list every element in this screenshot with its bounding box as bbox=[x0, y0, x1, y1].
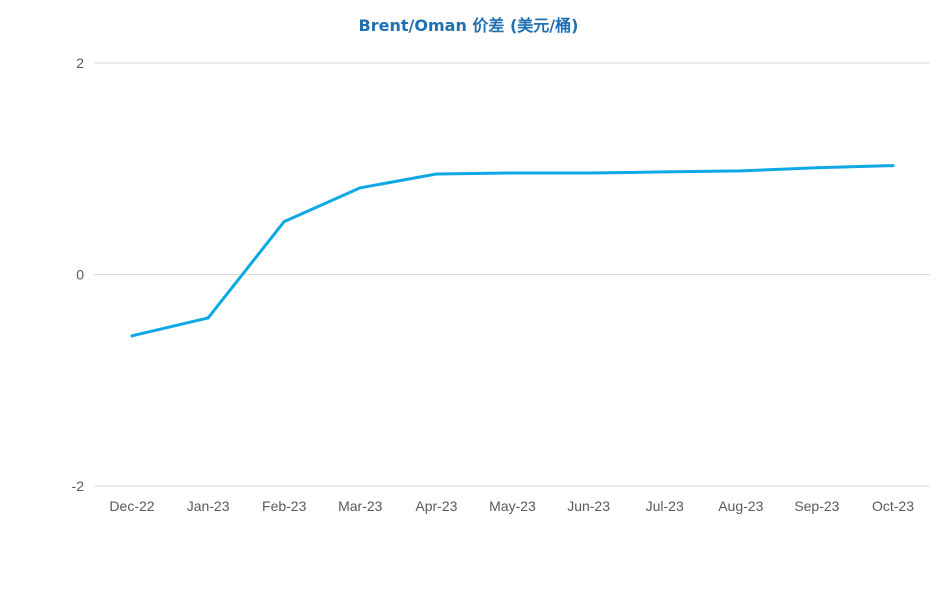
data-point bbox=[587, 171, 591, 175]
x-tick-label: Mar-23 bbox=[338, 498, 383, 514]
x-tick-label: Sep-23 bbox=[794, 498, 839, 514]
y-tick-label: -2 bbox=[72, 478, 85, 494]
data-point bbox=[739, 169, 743, 173]
y-tick-label: 0 bbox=[76, 267, 84, 283]
data-point bbox=[891, 164, 895, 168]
y-tick-label: 2 bbox=[76, 55, 84, 71]
series-line bbox=[130, 164, 895, 338]
x-tick-label: Jan-23 bbox=[187, 498, 230, 514]
data-point bbox=[434, 172, 438, 176]
x-tick-label: Aug-23 bbox=[718, 498, 763, 514]
chart-title: Brent/Oman 价差 (美元/桶) bbox=[358, 16, 579, 35]
data-point bbox=[815, 166, 819, 170]
data-point bbox=[130, 334, 134, 338]
x-tick-label: Jun-23 bbox=[567, 498, 610, 514]
x-tick-label: Feb-23 bbox=[262, 498, 307, 514]
x-tick-label: May-23 bbox=[489, 498, 536, 514]
data-point bbox=[358, 186, 362, 190]
data-point bbox=[282, 220, 286, 224]
x-tick-label: Jul-23 bbox=[646, 498, 684, 514]
x-tick-label: Apr-23 bbox=[415, 498, 457, 514]
data-point bbox=[206, 316, 210, 320]
data-point bbox=[663, 170, 667, 174]
data-point bbox=[511, 171, 514, 175]
x-tick-label: Oct-23 bbox=[872, 498, 914, 514]
x-tick-label: Dec-22 bbox=[109, 498, 154, 514]
